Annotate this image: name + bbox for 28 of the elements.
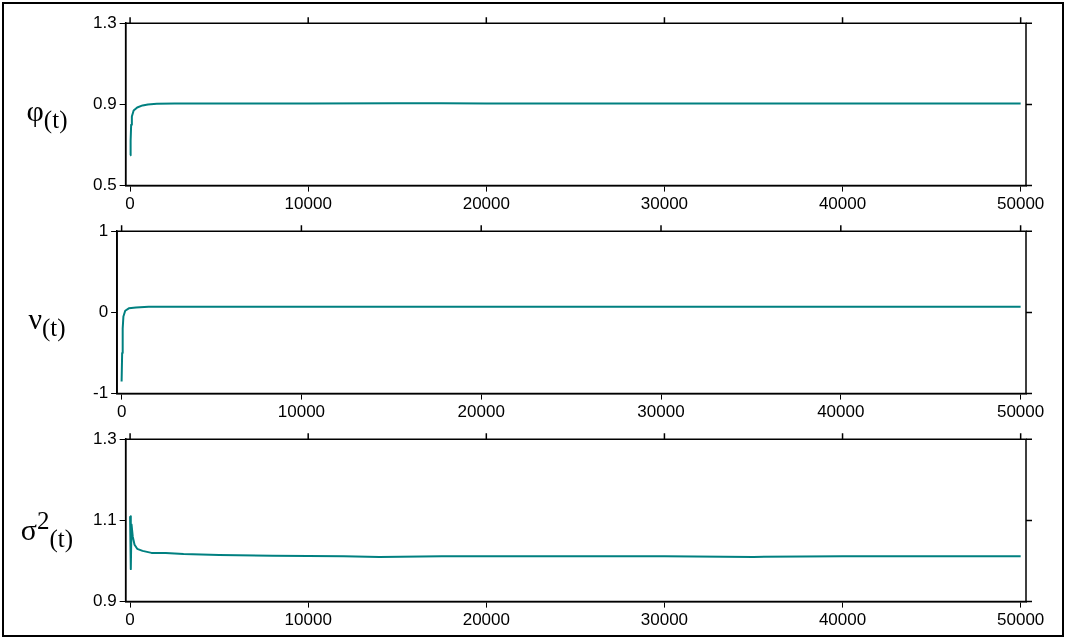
x-tick-label: 20000: [462, 610, 510, 630]
x-tick-label: 40000: [817, 402, 865, 422]
x-tick-label: 0: [125, 194, 135, 214]
x-tick-label: 30000: [640, 194, 689, 214]
y-tick-label: 0: [98, 302, 109, 322]
y-tick-label: 1.3: [92, 12, 117, 32]
x-tick-label: 50000: [997, 194, 1045, 214]
y-tick-label: 1.3: [92, 428, 117, 448]
x-tick-label: 30000: [637, 402, 685, 422]
x-tick-label: 0: [125, 610, 135, 630]
y-axis-title: ν$_{(t)}$: [27, 302, 67, 342]
x-tick-label: 50000: [997, 610, 1045, 630]
x-tick-label: 10000: [284, 610, 332, 630]
y-tick-label: 0.9: [92, 591, 117, 611]
x-tick-label: 50000: [996, 402, 1045, 422]
y-tick-label: 0.5: [92, 175, 117, 195]
x-tick-label: 20000: [457, 402, 505, 422]
x-tick-label: 40000: [818, 194, 867, 214]
y-tick-label: -1: [92, 383, 109, 403]
y-tick-label: 1: [98, 220, 109, 240]
y-axis-title: φ$_{(t)}$: [25, 94, 69, 134]
y-tick-label: 0.9: [92, 94, 117, 114]
y-tick-label: 1.1: [92, 510, 117, 530]
x-tick-label: 20000: [462, 194, 510, 214]
x-tick-label: 30000: [640, 610, 689, 630]
x-tick-label: 40000: [818, 610, 867, 630]
x-tick-label: 10000: [277, 402, 326, 422]
x-tick-label: 10000: [284, 194, 332, 214]
